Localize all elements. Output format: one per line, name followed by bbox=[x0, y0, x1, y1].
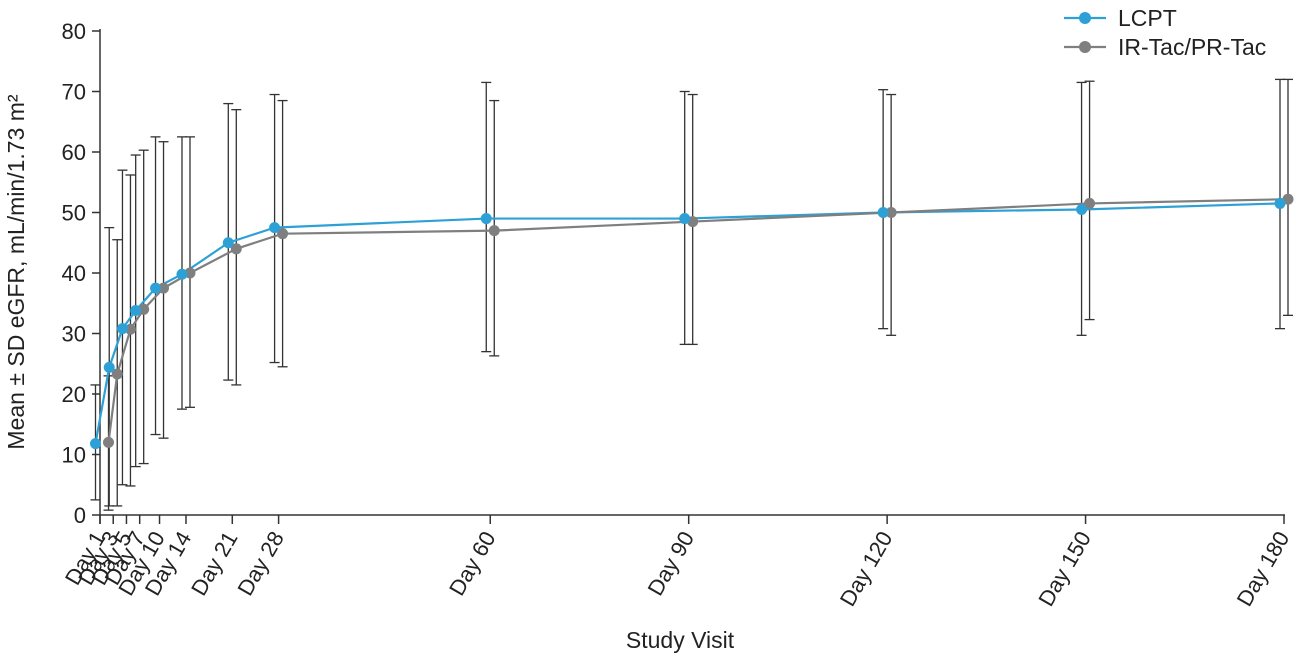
y-axis-title: Mean ± SD eGFR, mL/min/1.73 m² bbox=[3, 94, 29, 450]
error-bars bbox=[90, 78, 1293, 511]
data-point-ir-tac bbox=[103, 436, 114, 448]
data-point-lcpt bbox=[269, 222, 281, 234]
legend-swatch-marker bbox=[1079, 41, 1091, 53]
data-point-lcpt bbox=[877, 207, 889, 218]
x-tick-label: Day 90 bbox=[643, 527, 700, 600]
x-tick-label: Day 28 bbox=[232, 527, 289, 600]
y-tick-label: 60 bbox=[62, 140, 86, 165]
y-tick-label: 0 bbox=[74, 503, 86, 528]
data-point-lcpt bbox=[222, 237, 234, 249]
y-tick-label: 10 bbox=[62, 443, 86, 468]
legend-swatch-marker bbox=[1079, 12, 1091, 24]
data-point-ir-tac bbox=[488, 225, 500, 237]
y-tick-label: 40 bbox=[62, 261, 86, 286]
data-point-lcpt bbox=[480, 213, 492, 225]
data-point-ir-tac bbox=[124, 323, 136, 335]
data-point-ir-tac bbox=[111, 368, 123, 380]
data-point-ir-tac bbox=[1084, 197, 1096, 209]
data-point-lcpt bbox=[1076, 203, 1088, 215]
y-tick-label: 30 bbox=[62, 322, 86, 347]
data-point-lcpt bbox=[679, 213, 691, 225]
y-tick-label: 80 bbox=[62, 19, 86, 44]
x-tick-label: Day 60 bbox=[444, 527, 501, 600]
data-point-lcpt bbox=[150, 282, 162, 294]
data-point-ir-tac bbox=[277, 228, 289, 240]
y-ticks: 0 10 20 30 40 50 60 70 80 bbox=[62, 19, 100, 528]
data-point-ir-tac bbox=[158, 282, 170, 294]
data-point-lcpt bbox=[130, 305, 142, 317]
data-point-lcpt bbox=[176, 268, 188, 280]
data-point-ir-tac bbox=[885, 207, 897, 218]
data-point-lcpt bbox=[90, 438, 101, 450]
y-tick-label: 20 bbox=[62, 382, 86, 407]
y-tick-label: 50 bbox=[62, 201, 86, 226]
x-tick-label: Day 150 bbox=[1033, 527, 1096, 610]
x-tick-label: Day 180 bbox=[1232, 527, 1295, 610]
data-point-lcpt bbox=[103, 361, 115, 373]
legend-label: LCPT bbox=[1118, 5, 1177, 31]
legend-label: IR-Tac/PR-Tac bbox=[1118, 34, 1266, 60]
data-point-lcpt bbox=[1274, 197, 1286, 209]
y-tick-label: 70 bbox=[62, 80, 86, 105]
data-point-lcpt bbox=[116, 323, 128, 335]
series-points bbox=[90, 193, 1294, 450]
legend: LCPT IR-Tac/PR-Tac bbox=[1064, 5, 1266, 60]
x-tick-label: Day 120 bbox=[835, 527, 898, 610]
x-axis-title: Study Visit bbox=[626, 627, 735, 653]
series-line-lcpt bbox=[94, 202, 1281, 444]
data-point-ir-tac bbox=[230, 243, 242, 255]
